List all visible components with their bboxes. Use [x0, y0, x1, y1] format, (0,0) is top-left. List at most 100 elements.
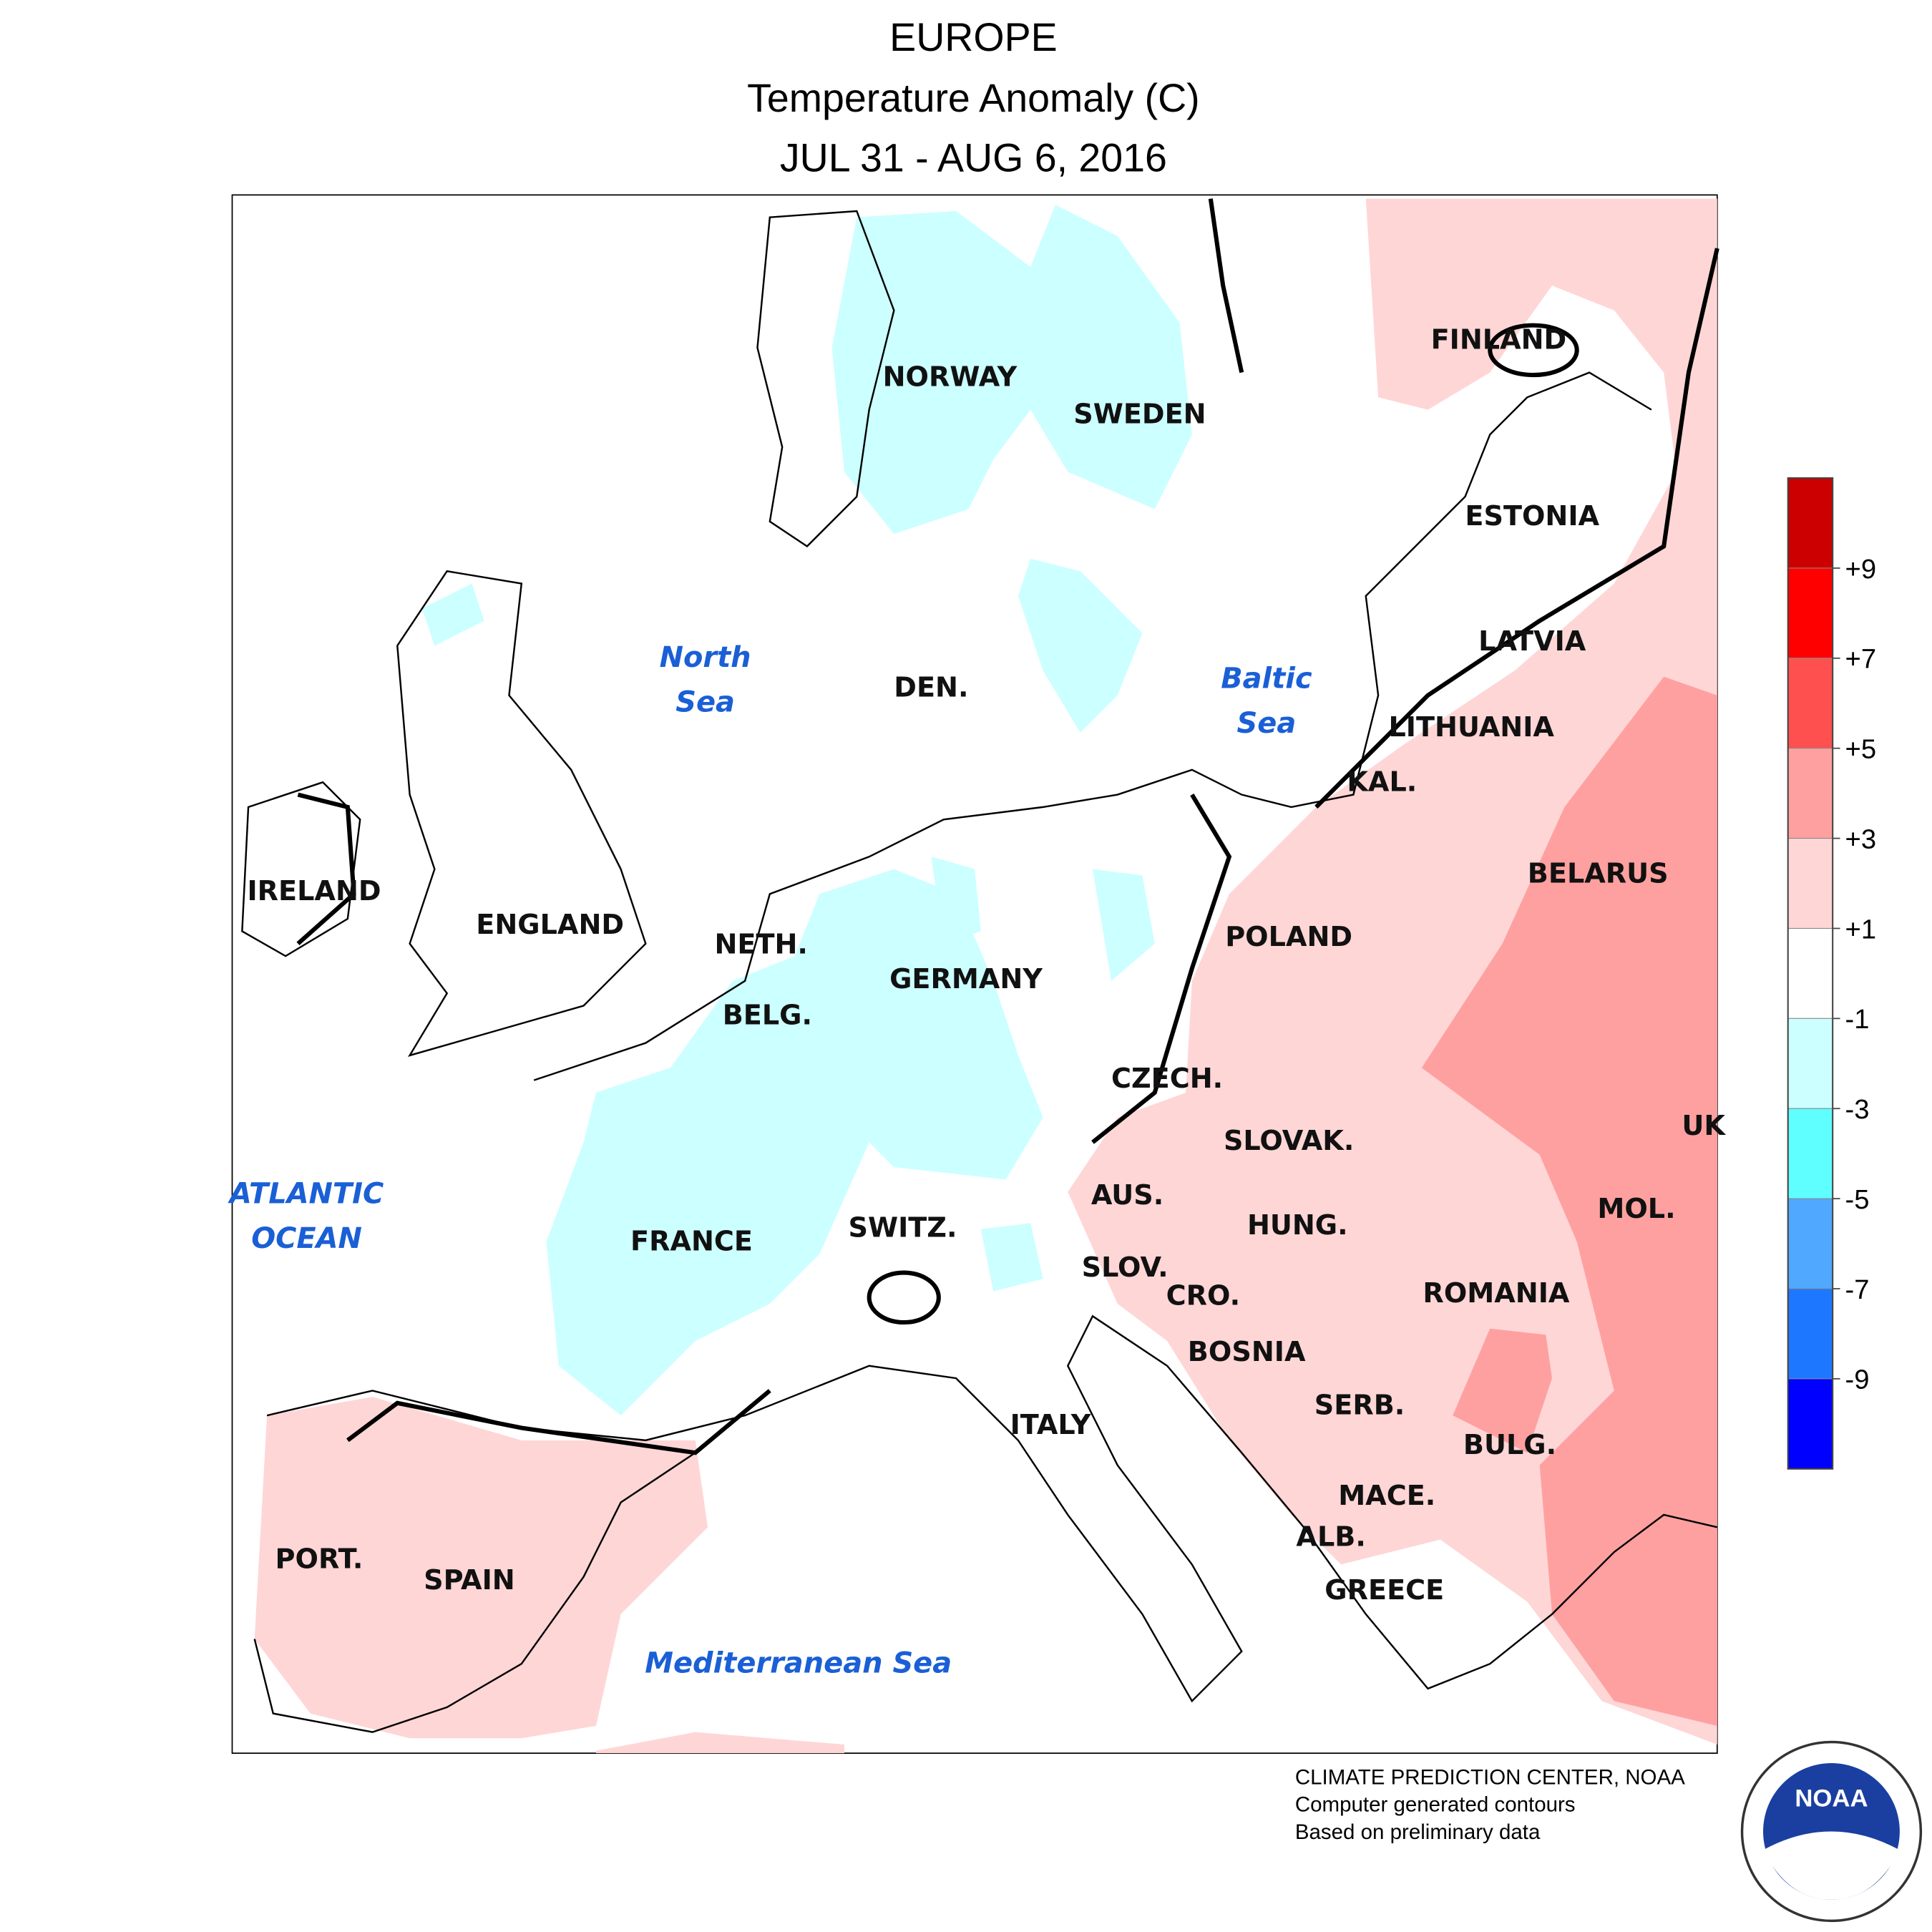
contour [1208, 198, 1244, 374]
warm-region [1068, 198, 1717, 1745]
country-label: KAL. [1347, 766, 1417, 798]
country-label: GERMANY [889, 964, 1043, 995]
legend-swatch [1787, 1018, 1833, 1109]
country-label: SPAIN [424, 1565, 515, 1596]
cool-region [931, 857, 1155, 1292]
legend-tick-label: -3 [1845, 1094, 1870, 1125]
logo-gull [1763, 1831, 1900, 1900]
contour [867, 1270, 941, 1325]
logo-text: NOAA [1795, 1785, 1868, 1813]
legend-swatch [1787, 477, 1833, 569]
footer-text: CLIMATE PREDICTION CENTER, NOAA [1295, 1766, 1685, 1790]
cool-region [546, 869, 1043, 1416]
legend-swatch [1787, 658, 1833, 749]
country-label: NETH. [714, 930, 807, 961]
title: EUROPE [889, 15, 1057, 59]
country-label: SWEDEN [1073, 399, 1206, 431]
legend-frame [1787, 477, 1834, 1470]
sea-label: Sea [675, 686, 735, 718]
legend: +9 +7 +5 +3 +1 -1 -3 -5 -7 -9 [1787, 477, 1877, 1470]
legend-swatch [1787, 567, 1833, 659]
legend-tick-label: -1 [1845, 1004, 1870, 1035]
country-label: SLOV. [1082, 1252, 1169, 1284]
sea-label: ATLANTIC [228, 1177, 384, 1210]
country-label: BULG. [1463, 1430, 1556, 1461]
country-label: SERB. [1314, 1390, 1405, 1421]
coastline [266, 1314, 1718, 1703]
warmer-region [1453, 1328, 1553, 1453]
contour [296, 792, 356, 946]
coastline [241, 781, 361, 957]
country-label: FINLAND [1431, 325, 1567, 356]
legend-tick-label: +5 [1845, 734, 1877, 765]
warm-region [595, 1732, 844, 1754]
cool-region [831, 205, 1192, 535]
legend-swatch [1787, 1378, 1833, 1470]
country-label: ENGLAND [476, 909, 624, 941]
country-label: HUNG. [1247, 1210, 1348, 1241]
legend-swatch [1787, 1288, 1833, 1380]
country-label: ITALY [1010, 1410, 1091, 1441]
labels: NORWAY SWEDEN FINLAND ESTONIA LATVIA LITHUANI… [228, 325, 1727, 1680]
cool-region [1018, 558, 1143, 733]
subtitle: Temperature Anomaly (C) [747, 76, 1200, 120]
legend-swatch [1787, 1198, 1833, 1289]
sea-label: OCEAN [251, 1222, 362, 1255]
contour [1488, 323, 1579, 378]
coastline [756, 210, 895, 548]
country-label: PORT. [275, 1544, 364, 1576]
contour [1314, 248, 1719, 809]
country-label: CZECH. [1111, 1063, 1223, 1095]
legend-tick-label: +9 [1845, 554, 1877, 585]
map [231, 194, 1719, 1754]
noaa-logo: NOAA [1740, 1740, 1923, 1923]
legend-swatch [1787, 748, 1833, 839]
country-label: POLAND [1225, 922, 1352, 953]
legend-tick-label: -9 [1845, 1365, 1870, 1395]
coastline [396, 570, 647, 1057]
country-label: MOL. [1597, 1194, 1675, 1225]
country-label: AUS. [1091, 1180, 1163, 1211]
sea-label: Baltic [1221, 662, 1312, 695]
country-label: BELARUS [1528, 859, 1669, 890]
legend-tick-label: +3 [1845, 824, 1877, 854]
coastline [253, 1452, 696, 1733]
country-label: ROMANIA [1423, 1278, 1569, 1309]
contour [1091, 793, 1232, 1144]
legend-tick-label: -7 [1845, 1274, 1870, 1305]
coastline [533, 371, 1652, 1081]
cool-region [421, 583, 484, 646]
country-label: ALB. [1296, 1521, 1365, 1553]
footer-text: Computer generated contours [1295, 1793, 1576, 1817]
footer-text: Based on preliminary data [1295, 1820, 1541, 1844]
period: JUL 31 - AUG 6, 2016 [780, 135, 1167, 180]
legend-swatch [1787, 1108, 1833, 1199]
sea-label: Sea [1237, 707, 1297, 740]
country-label: ESTONIA [1465, 501, 1599, 532]
sea-label: Mediterranean Sea [645, 1646, 952, 1679]
legend-tick-label: +1 [1845, 914, 1877, 945]
country-label: CRO. [1166, 1281, 1240, 1312]
country-label: UK [1682, 1111, 1726, 1142]
country-label: BELG. [723, 1000, 812, 1032]
country-label: MACE. [1338, 1480, 1435, 1512]
country-label: LITHUANIA [1388, 712, 1554, 743]
legend-tick-label: -5 [1845, 1184, 1870, 1215]
country-label: NORWAY [883, 362, 1018, 394]
contour [346, 1389, 771, 1455]
country-label: BOSNIA [1188, 1337, 1306, 1368]
warmer-region [1421, 676, 1717, 1726]
country-label: SLOVAK. [1224, 1126, 1354, 1157]
country-label: LATVIA [1478, 626, 1586, 658]
legend-swatch [1787, 838, 1833, 929]
country-label: GREECE [1324, 1575, 1444, 1606]
country-label: DEN. [894, 672, 968, 703]
warm-region [254, 1397, 708, 1739]
legend-swatch [1787, 927, 1833, 1019]
country-label: SWITZ. [849, 1212, 957, 1244]
legend-tick-label: +7 [1845, 644, 1877, 675]
country-label: IRELAND [247, 876, 381, 907]
country-label: FRANCE [630, 1226, 753, 1257]
